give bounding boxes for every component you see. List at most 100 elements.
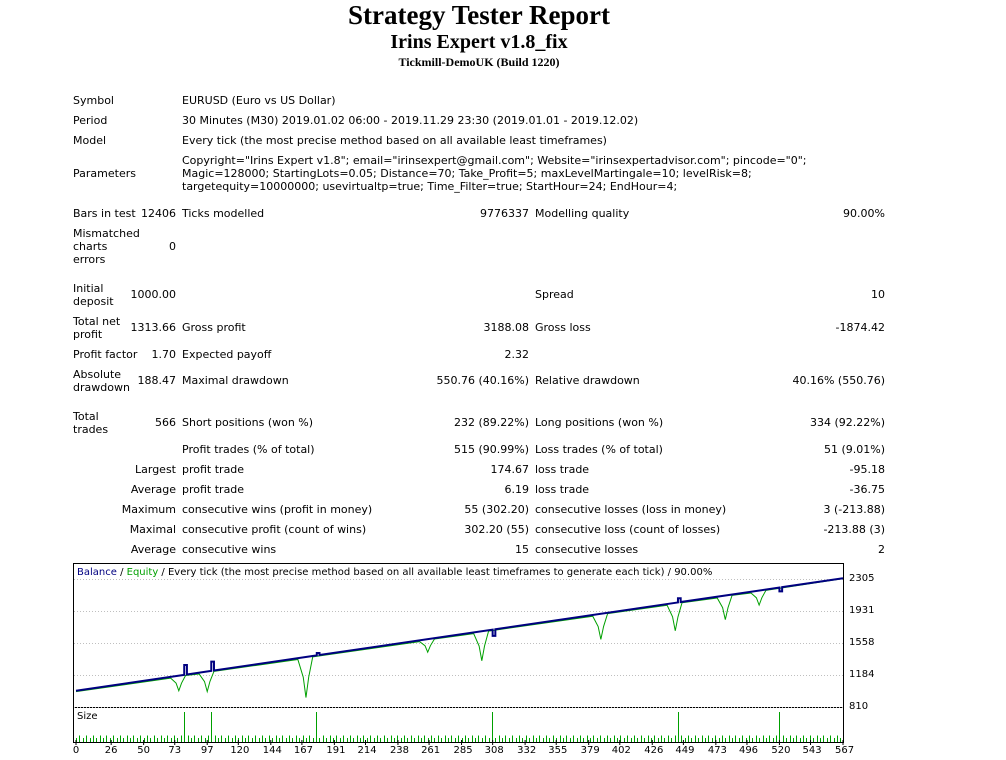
- long-value: 334 (92.22%): [809, 416, 885, 429]
- ll-value: -95.18: [849, 463, 885, 476]
- absdd-label: Absolute drawdown: [73, 368, 130, 394]
- model-value: Every tick (the most precise method base…: [182, 134, 607, 147]
- reldd-value: 40.16% (550.76): [792, 374, 885, 387]
- spread-value: 10: [871, 288, 885, 301]
- bars-label: Bars in test: [73, 207, 136, 220]
- equity-line: [75, 578, 844, 698]
- parameters-value: Copyright="Irins Expert v1.8"; email="ir…: [182, 154, 807, 193]
- x-tick-label: 402: [611, 745, 631, 756]
- x-tick-label: 120: [230, 745, 250, 756]
- mismatch-label: Mismatched charts errors: [73, 227, 140, 266]
- mclc-label: consecutive loss (count of losses): [535, 523, 721, 536]
- x-tick-label: 379: [580, 745, 600, 756]
- mcl-value: 3 (-213.88): [823, 503, 885, 516]
- x-tick-label: 0: [72, 745, 80, 756]
- mcw-value: 55 (302.20): [464, 503, 529, 516]
- long-label: Long positions (won %): [535, 416, 664, 429]
- quality-label: Modelling quality: [535, 207, 630, 220]
- y-tick-label: 1558: [849, 636, 875, 648]
- pf-label: Profit factor: [73, 348, 138, 361]
- ap-label: profit trade: [182, 483, 245, 496]
- grossloss-label: Gross loss: [535, 321, 591, 334]
- acl-value: 2: [878, 543, 885, 556]
- quality-value: 90.00%: [843, 207, 885, 220]
- bars-value: 12406: [141, 207, 176, 220]
- netprofit-label: Total net profit: [73, 315, 121, 341]
- short-value: 232 (89.22%): [453, 416, 529, 429]
- x-tick-label: 355: [548, 745, 568, 756]
- deposit-label: Initial deposit: [73, 282, 114, 308]
- netprofit-value: 1313.66: [130, 321, 177, 334]
- x-tick-label: 496: [738, 745, 759, 756]
- x-tick-label: 567: [835, 745, 855, 756]
- balance-line: [75, 577, 844, 692]
- maxdd-label: Maximal drawdown: [182, 374, 289, 387]
- period-label: Period: [73, 114, 108, 127]
- report-title: Strategy Tester Report: [348, 0, 610, 30]
- al-label: loss trade: [535, 483, 590, 496]
- al-value: -36.75: [849, 483, 885, 496]
- ticks-value: 9776337: [480, 207, 529, 220]
- chart-legend: Balance / Equity / Every tick (the most …: [77, 567, 712, 578]
- trades-label: Total trades: [73, 410, 109, 436]
- x-tick-label: 332: [517, 745, 537, 756]
- mismatch-value: 0: [169, 240, 176, 253]
- y-tick-label: 810: [849, 701, 869, 712]
- symbol-label: Symbol: [73, 94, 114, 107]
- legend-balance: Balance: [77, 567, 117, 578]
- x-tick-label: 73: [168, 745, 182, 756]
- x-tick-label: 449: [675, 745, 695, 756]
- legend-rest: / Every tick (the most precise method ba…: [158, 567, 712, 578]
- x-tick-label: 520: [771, 745, 791, 756]
- y-tick-label: 1184: [849, 668, 875, 680]
- ltrades-label: Loss trades (% of total): [535, 443, 663, 456]
- trades-value: 566: [155, 416, 176, 429]
- maximal-label: Maximal: [129, 523, 176, 536]
- x-tick-label: 285: [453, 745, 473, 756]
- deposit-value: 1000.00: [130, 288, 177, 301]
- x-tick-label: 26: [104, 745, 118, 756]
- spread-label: Spread: [535, 288, 574, 301]
- average-label: Average: [130, 483, 176, 496]
- x-tick-label: 167: [293, 745, 313, 756]
- x-tick-label: 97: [200, 745, 214, 756]
- ap-value: 6.19: [504, 483, 530, 496]
- payoff-label: Expected payoff: [182, 348, 272, 361]
- x-tick-label: 50: [137, 745, 150, 756]
- acl-label: consecutive losses: [535, 543, 639, 556]
- grossprofit-value: 3188.08: [483, 321, 530, 334]
- acw-label: consecutive wins: [182, 543, 277, 556]
- maxdd-value: 550.76 (40.16%): [436, 374, 529, 387]
- period-value: 30 Minutes (M30) 2019.01.02 06:00 - 2019…: [182, 114, 639, 127]
- maximum-label: Maximum: [121, 503, 176, 516]
- reldd-label: Relative drawdown: [535, 374, 640, 387]
- chart-grid: [74, 579, 843, 708]
- x-tick-label: 238: [389, 745, 410, 756]
- legend-sep: /: [117, 567, 127, 578]
- payoff-value: 2.32: [504, 348, 530, 361]
- grossprofit-label: Gross profit: [182, 321, 246, 334]
- x-tick-label: 308: [484, 745, 504, 756]
- x-tick-label: 426: [644, 745, 664, 756]
- x-tick-label: 191: [326, 745, 346, 756]
- pf-value: 1.70: [151, 348, 177, 361]
- x-tick-label: 144: [262, 745, 282, 756]
- mclc-value: -213.88 (3): [823, 523, 885, 536]
- legend-equity: Equity: [127, 567, 159, 578]
- size-label: Size: [77, 711, 98, 722]
- x-tick-label: 261: [421, 745, 441, 756]
- x-tick-label: 214: [357, 745, 377, 756]
- lp-value: 174.67: [490, 463, 530, 476]
- balance-chart: Balance / Equity / Every tick (the most …: [73, 563, 844, 745]
- chart-frame: [73, 563, 844, 743]
- y-tick-label: 1931: [849, 605, 875, 617]
- lp-label: profit trade: [182, 463, 245, 476]
- ptrades-label: Profit trades (% of total): [182, 443, 315, 456]
- x-tick-label: 473: [707, 745, 727, 756]
- mcw-label: consecutive wins (profit in money): [182, 503, 373, 516]
- ticks-label: Ticks modelled: [182, 207, 265, 220]
- acw-value: 15: [515, 543, 529, 556]
- server-info: Tickmill-DemoUK (Build 1220): [398, 55, 560, 69]
- short-label: Short positions (won %): [182, 416, 314, 429]
- absdd-value: 188.47: [137, 374, 177, 387]
